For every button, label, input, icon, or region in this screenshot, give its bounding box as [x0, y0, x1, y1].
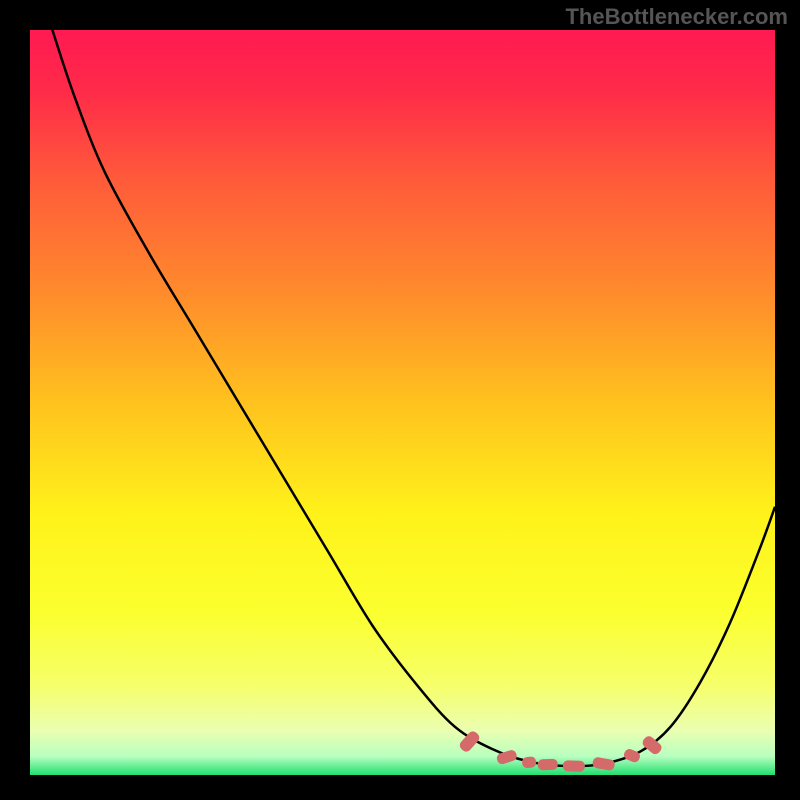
- plot-area: [30, 30, 775, 775]
- minimum-marker: [522, 756, 537, 768]
- minimum-marker: [563, 760, 585, 772]
- curve-layer: [30, 30, 775, 775]
- minimum-marker: [622, 748, 641, 764]
- attribution-label: TheBottlenecker.com: [565, 4, 788, 30]
- minimum-marker: [592, 757, 616, 772]
- bottleneck-curve: [52, 30, 775, 766]
- minimum-marker: [538, 759, 558, 771]
